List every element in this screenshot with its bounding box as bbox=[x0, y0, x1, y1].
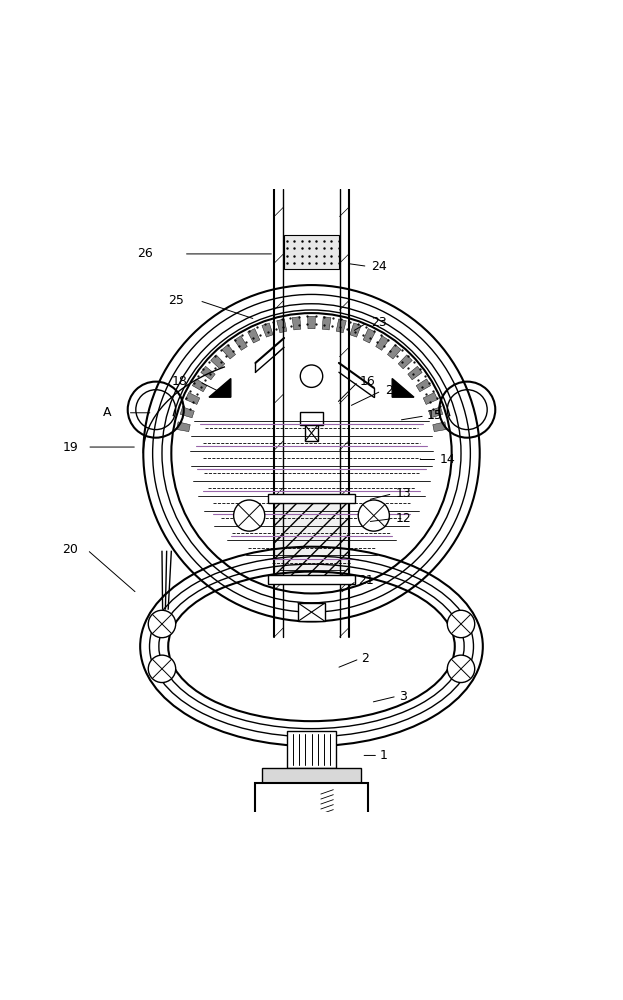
Polygon shape bbox=[211, 355, 225, 369]
Bar bbox=[255, 783, 271, 827]
Text: 21: 21 bbox=[358, 574, 374, 587]
Text: 13: 13 bbox=[396, 487, 411, 500]
Polygon shape bbox=[350, 323, 361, 337]
Bar bbox=[298, 603, 325, 621]
Polygon shape bbox=[392, 379, 414, 397]
Polygon shape bbox=[376, 336, 389, 350]
Bar bbox=[262, 768, 361, 783]
Polygon shape bbox=[209, 379, 231, 397]
Bar bbox=[268, 494, 355, 503]
Bar bbox=[284, 235, 339, 269]
Text: 23: 23 bbox=[371, 316, 386, 329]
Text: 2: 2 bbox=[361, 652, 369, 665]
Text: 12: 12 bbox=[396, 512, 411, 525]
Text: 20: 20 bbox=[62, 543, 78, 556]
Text: 18: 18 bbox=[171, 375, 187, 388]
Polygon shape bbox=[308, 316, 315, 329]
Polygon shape bbox=[416, 379, 430, 392]
Polygon shape bbox=[322, 317, 331, 330]
Polygon shape bbox=[423, 392, 437, 404]
Text: 3: 3 bbox=[399, 690, 407, 703]
Text: 25: 25 bbox=[168, 294, 184, 307]
Text: 22: 22 bbox=[385, 384, 401, 397]
Circle shape bbox=[234, 500, 265, 531]
Polygon shape bbox=[433, 422, 447, 432]
Polygon shape bbox=[234, 336, 247, 350]
Bar bbox=[302, 843, 321, 852]
Circle shape bbox=[148, 655, 176, 683]
Polygon shape bbox=[193, 379, 207, 392]
Bar bbox=[305, 425, 318, 441]
Polygon shape bbox=[408, 366, 422, 380]
Polygon shape bbox=[222, 345, 235, 359]
Polygon shape bbox=[277, 319, 287, 333]
Polygon shape bbox=[363, 329, 375, 343]
Polygon shape bbox=[248, 329, 260, 343]
Text: 24: 24 bbox=[371, 260, 386, 273]
Polygon shape bbox=[336, 319, 346, 333]
Bar bbox=[255, 783, 368, 827]
Polygon shape bbox=[180, 407, 194, 418]
Polygon shape bbox=[176, 422, 190, 432]
Circle shape bbox=[447, 655, 475, 683]
Bar bbox=[300, 412, 323, 425]
Text: 1: 1 bbox=[380, 749, 388, 762]
Text: 14: 14 bbox=[439, 453, 455, 466]
Text: 16: 16 bbox=[360, 375, 376, 388]
Bar bbox=[287, 731, 336, 768]
Polygon shape bbox=[429, 407, 443, 418]
Bar bbox=[352, 783, 368, 827]
Circle shape bbox=[300, 365, 323, 387]
Text: 26: 26 bbox=[137, 247, 153, 260]
Polygon shape bbox=[398, 355, 412, 369]
Polygon shape bbox=[388, 345, 401, 359]
Polygon shape bbox=[186, 392, 200, 404]
Circle shape bbox=[358, 500, 389, 531]
Bar bbox=[274, 503, 349, 575]
Text: 15: 15 bbox=[427, 409, 442, 422]
Text: 19: 19 bbox=[62, 441, 78, 454]
Bar bbox=[268, 575, 355, 584]
Polygon shape bbox=[292, 317, 301, 330]
Circle shape bbox=[148, 610, 176, 638]
Text: A: A bbox=[103, 406, 112, 419]
Polygon shape bbox=[201, 366, 215, 380]
Circle shape bbox=[447, 610, 475, 638]
Polygon shape bbox=[262, 323, 273, 337]
